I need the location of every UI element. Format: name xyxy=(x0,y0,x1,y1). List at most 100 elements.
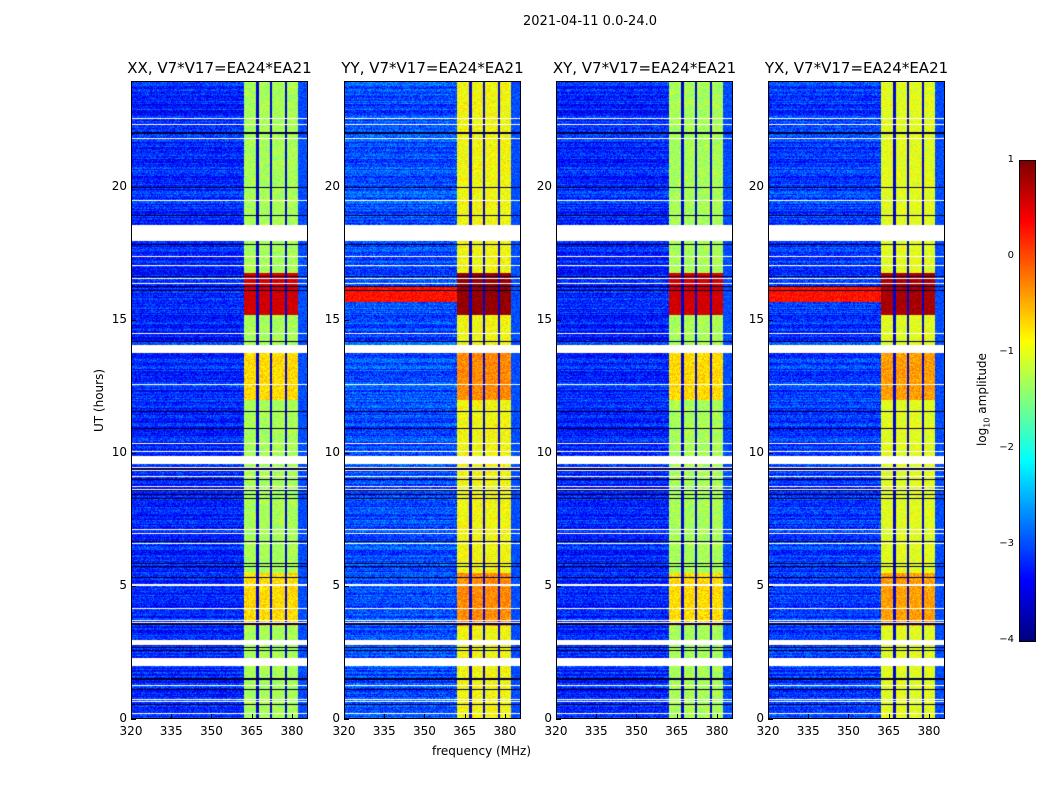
y-tick-label: 5 xyxy=(544,578,552,593)
y-tick-mark xyxy=(344,187,349,189)
x-tick-label: 320 xyxy=(756,724,780,738)
x-tick-mark xyxy=(171,714,173,719)
x-tick-label: 335 xyxy=(159,724,183,738)
waterfall-panel-1: XX, V7*V17=EA24*EA21 320 335 350 365 380 0 5 10 1… xyxy=(112,59,312,738)
heatmap-image xyxy=(344,81,521,719)
x-tick-mark xyxy=(251,714,253,719)
y-tick-label: 15 xyxy=(111,312,127,327)
y-tick-mark xyxy=(556,719,561,720)
x-tick-label: 320 xyxy=(119,724,143,738)
x-tick-label: 350 xyxy=(625,724,648,738)
y-tick-label: 20 xyxy=(111,179,127,194)
x-tick-mark xyxy=(464,714,466,719)
x-tick-label: 380 xyxy=(280,724,304,738)
y-tick-mark xyxy=(556,453,561,455)
x-tick-label: 350 xyxy=(413,724,436,738)
y-tick-mark xyxy=(131,453,136,455)
x-tick-label: 365 xyxy=(665,724,689,738)
y-tick-mark xyxy=(131,719,136,720)
x-tick-mark xyxy=(808,714,810,719)
y-tick-label: 0 xyxy=(332,711,340,725)
heatmap-image xyxy=(556,81,733,719)
x-tick-mark xyxy=(504,714,506,719)
x-tick-mark xyxy=(384,714,386,719)
x-tick-mark xyxy=(556,714,557,719)
y-tick-mark xyxy=(556,187,561,189)
x-tick-label: 365 xyxy=(453,724,477,738)
y-tick-mark xyxy=(344,586,349,588)
axes-frame xyxy=(344,81,521,719)
colorbar-tick-label: −1 xyxy=(999,346,1014,357)
x-tick-mark xyxy=(636,714,638,719)
colorbar xyxy=(1019,160,1036,642)
y-tick-label: 5 xyxy=(756,578,764,593)
x-tick-mark xyxy=(131,714,132,719)
y-tick-label: 20 xyxy=(324,179,340,194)
y-tick-label: 0 xyxy=(119,711,127,725)
y-tick-mark xyxy=(344,453,349,455)
y-tick-mark xyxy=(768,453,773,455)
x-tick-mark xyxy=(424,714,426,719)
x-tick-label: 320 xyxy=(332,724,356,738)
figure-title: 2021-04-11 0.0-24.0 xyxy=(523,14,657,29)
y-tick-label: 15 xyxy=(324,312,340,327)
y-tick-label: 10 xyxy=(748,445,764,460)
x-tick-label: 380 xyxy=(493,724,517,738)
y-tick-label: 10 xyxy=(324,445,340,460)
colorbar-tick-label: −2 xyxy=(999,442,1014,453)
y-tick-mark xyxy=(131,586,136,588)
x-tick-mark xyxy=(676,714,678,719)
waterfall-panel-2: YY, V7*V17=EA24*EA21 320 335 350 365 380 0 5 10 1… xyxy=(325,59,524,738)
heatmap-image xyxy=(768,81,945,719)
y-tick-label: 15 xyxy=(748,312,764,327)
y-tick-label: 0 xyxy=(756,711,764,725)
panel-title: XY, V7*V17=EA24*EA21 xyxy=(552,59,737,77)
panel-title: YX, V7*V17=EA24*EA21 xyxy=(764,59,949,77)
x-tick-label: 365 xyxy=(877,724,901,738)
colorbar-tick-label: 0 xyxy=(1007,250,1014,261)
x-tick-label: 380 xyxy=(917,724,941,738)
waterfall-panel-4: YX, V7*V17=EA24*EA21 320 335 350 365 380 0 5 10 1… xyxy=(749,59,948,738)
x-tick-mark xyxy=(768,714,769,719)
y-tick-label: 10 xyxy=(111,445,127,460)
colorbar-label: log10 amplitude xyxy=(975,353,992,446)
x-tick-mark xyxy=(596,714,598,719)
y-tick-mark xyxy=(344,320,349,322)
axes-frame xyxy=(768,81,945,719)
y-tick-mark xyxy=(556,320,561,322)
x-tick-label: 350 xyxy=(200,724,223,738)
y-tick-mark xyxy=(556,586,561,588)
axes-frame xyxy=(556,81,733,719)
colorbar-tick-label: −3 xyxy=(999,538,1014,549)
y-tick-label: 15 xyxy=(536,312,552,327)
y-tick-label: 20 xyxy=(748,179,764,194)
y-tick-label: 10 xyxy=(536,445,552,460)
y-tick-mark xyxy=(131,320,136,322)
x-tick-mark xyxy=(291,714,293,719)
x-tick-mark xyxy=(716,714,718,719)
y-tick-mark xyxy=(768,187,773,189)
y-tick-label: 5 xyxy=(119,578,127,593)
y-tick-mark xyxy=(131,187,136,189)
y-tick-mark xyxy=(344,719,349,720)
x-tick-label: 380 xyxy=(705,724,729,738)
y-tick-label: 20 xyxy=(536,179,552,194)
x-tick-mark xyxy=(211,714,213,719)
x-tick-label: 335 xyxy=(372,724,396,738)
y-tick-mark xyxy=(768,586,773,588)
x-tick-mark xyxy=(928,714,930,719)
heatmap-image xyxy=(131,81,308,719)
x-tick-mark xyxy=(344,714,345,719)
x-tick-label: 335 xyxy=(796,724,820,738)
y-tick-mark xyxy=(768,320,773,322)
y-axis-label: UT (hours) xyxy=(92,368,106,432)
y-tick-label: 0 xyxy=(544,711,552,725)
x-tick-label: 335 xyxy=(584,724,608,738)
axes-frame xyxy=(131,81,308,719)
colorbar-tick-label: −4 xyxy=(999,634,1014,645)
x-tick-label: 320 xyxy=(544,724,568,738)
x-tick-label: 365 xyxy=(240,724,264,738)
x-tick-mark xyxy=(848,714,850,719)
x-tick-mark xyxy=(888,714,890,719)
